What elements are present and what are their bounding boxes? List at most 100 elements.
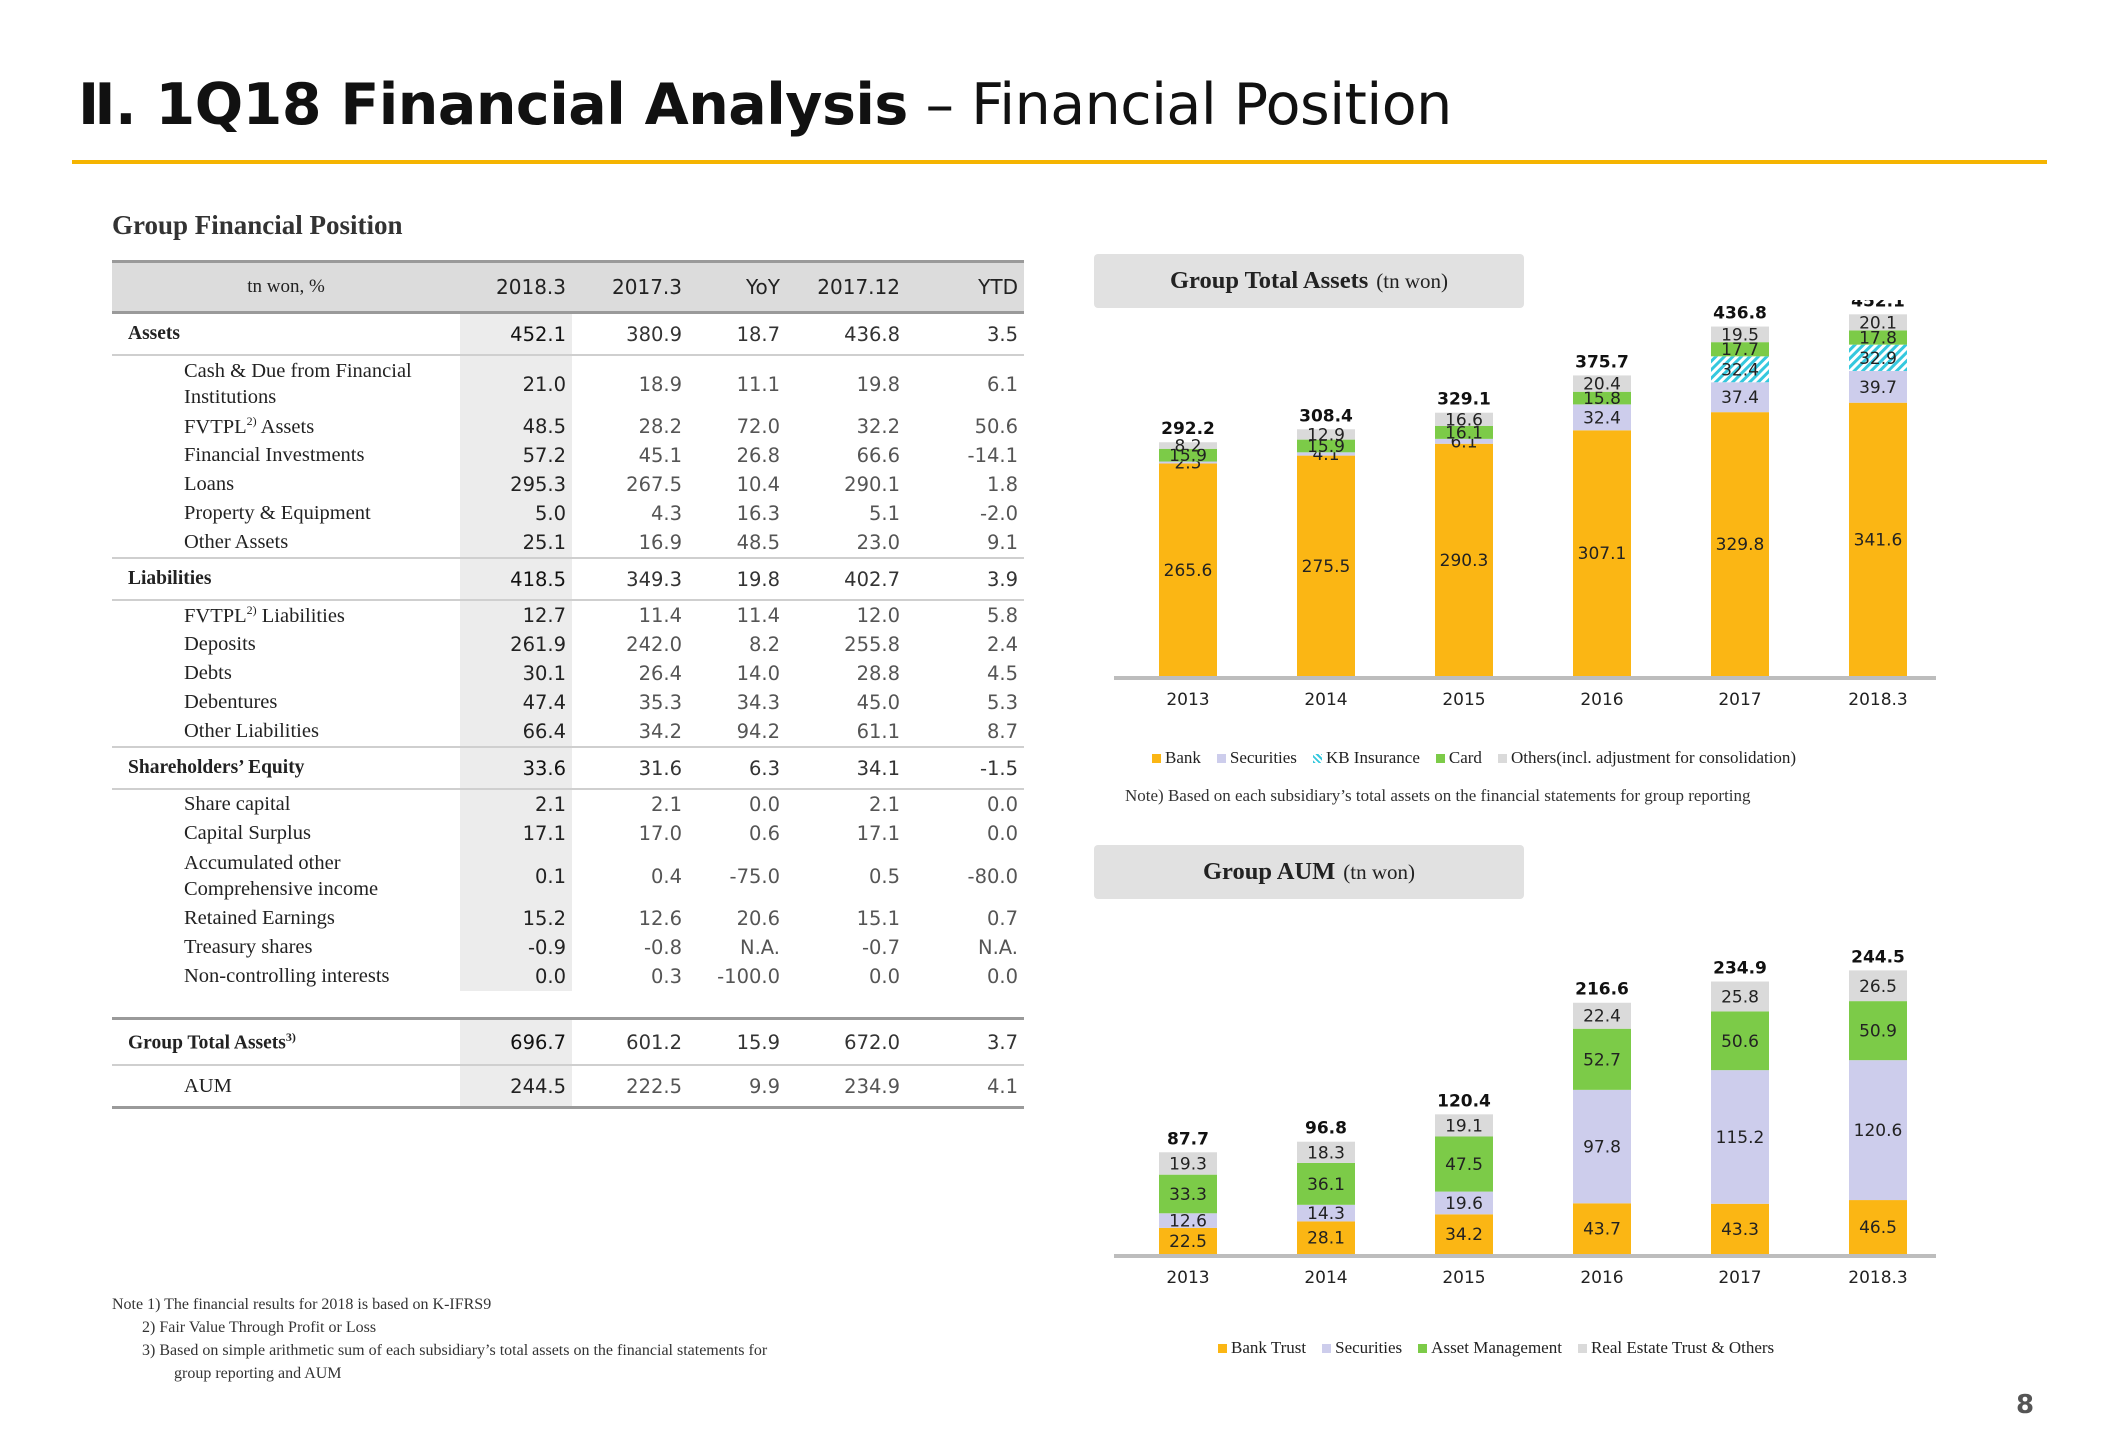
row-label: Property & Equipment: [112, 499, 460, 528]
total-label: 375.7: [1575, 352, 1629, 372]
table-cell: 9.1: [986, 531, 1018, 554]
legend-label: KB Insurance: [1325, 748, 1420, 767]
bar-segment: [1711, 1070, 1769, 1204]
legend-swatch: [1152, 753, 1161, 763]
table-cell: -2.0: [979, 502, 1018, 525]
row-label-line: Institutions: [184, 386, 277, 408]
table-cell: 234.9: [786, 1065, 906, 1109]
x-tick-label: 2013: [1166, 1268, 1209, 1288]
row-label-line: Comprehensive income: [184, 878, 379, 900]
data-label: 341.6: [1854, 530, 1903, 550]
column-header: YoY: [688, 260, 786, 314]
table-cell: 20.6: [736, 907, 780, 930]
row-label: Shareholders’ Equity: [112, 746, 460, 790]
bar-segment: [1159, 1152, 1217, 1175]
table-cell: 1.8: [986, 473, 1018, 496]
table-cell: 242.0: [626, 633, 682, 656]
data-label: 32.9: [1859, 349, 1897, 369]
table-row: FVTPL2) Liabilities 12.7 11.4 11.4 12.0 5.8: [112, 600, 1024, 630]
x-tick-label: 2016: [1580, 690, 1623, 710]
table-cell: 222.5: [572, 1065, 688, 1109]
bar-segment: [1711, 326, 1769, 343]
aum-legend: Bank Trust Securities Asset Management Real…: [1218, 1338, 1790, 1358]
table-cell: 30.1: [460, 659, 572, 688]
bar-segment: [1435, 412, 1493, 426]
table-cell: 290.1: [844, 473, 900, 496]
data-label: 265.6: [1164, 561, 1213, 581]
data-label: 25.8: [1721, 987, 1759, 1007]
column-header: 2017.3: [572, 260, 688, 314]
row-label: FVTPL2) Assets: [112, 412, 460, 441]
table-cell: 45.1: [638, 444, 682, 467]
row-label-text: Loans: [184, 473, 235, 495]
bar-segment: [1849, 1001, 1907, 1061]
legend-label: Card: [1448, 748, 1482, 767]
table-cell: 0.0: [986, 793, 1018, 816]
table-cell: 0.0: [460, 962, 572, 991]
table-cell: 50.6: [974, 415, 1018, 438]
legend-swatch: [1497, 753, 1507, 763]
table-cell: 11.1: [736, 372, 780, 396]
table-cell: 66.6: [856, 444, 900, 467]
bar-segment: [1297, 429, 1355, 440]
data-label: 20.1: [1859, 313, 1897, 333]
total-assets-legend: Bank Securities KB Insurance Card Others(inc…: [1152, 748, 1812, 768]
bar-segment: [1159, 1227, 1217, 1254]
table-cell: 16.9: [638, 531, 682, 554]
row-label-text: FVTPL: [184, 604, 247, 627]
data-label: 22.5: [1169, 1232, 1207, 1252]
bar-segment: [1297, 455, 1355, 676]
table-unit-header: tn won, %: [112, 260, 460, 314]
bar-segment: [1573, 404, 1631, 431]
table-cell: 26.8: [736, 444, 780, 467]
table-cell: 48.5: [736, 531, 780, 554]
legend-swatch: [1216, 753, 1226, 763]
bar-segment: [1849, 370, 1907, 403]
bar-segment: [1435, 426, 1493, 439]
total-label: 96.8: [1305, 1119, 1347, 1139]
column-header: 2017.12: [786, 260, 906, 314]
group-total-assets-chart: 265.62.515.98.2292.22013275.54.115.912.9…: [1114, 300, 1936, 710]
bar-segment: [1159, 1213, 1217, 1228]
x-tick-label: 2014: [1304, 1268, 1347, 1288]
table-cell: 3.5: [906, 311, 1024, 356]
row-label-text: Debts: [184, 662, 232, 684]
row-label-text: Treasury shares: [184, 936, 313, 958]
page-title-main: Ⅱ. 1Q18 Financial Analysis: [78, 72, 908, 138]
data-label: 19.6: [1445, 1194, 1483, 1214]
table-row: Liabilities 418.5 349.3 19.8 402.7 3.9: [112, 557, 1024, 601]
legend-swatch: [1322, 1343, 1332, 1353]
table-cell: 12.7: [460, 600, 572, 630]
total-assets-chart-title-text: Group Total Assets: [1169, 267, 1369, 294]
x-tick-label: 2013: [1166, 690, 1209, 710]
table-cell: 66.4: [460, 717, 572, 747]
total-label: 216.6: [1575, 980, 1629, 1000]
table-cell: -100.0: [717, 965, 780, 988]
bar-segment: [1573, 1203, 1631, 1254]
bar-segment: [1711, 981, 1769, 1012]
data-label: 18.3: [1307, 1143, 1345, 1163]
table-cell: 3.7: [906, 1017, 1024, 1066]
bar-segment: [1435, 1214, 1493, 1254]
legend-item: KB Insurance: [1312, 748, 1420, 768]
bar-segment: [1573, 430, 1631, 676]
data-label: 15.8: [1583, 389, 1621, 409]
data-label: 26.5: [1859, 977, 1897, 997]
table-cell: -0.7: [861, 936, 900, 959]
bar-segment: [1297, 1204, 1355, 1222]
table-cell: 47.4: [460, 688, 572, 717]
table-cell: 5.1: [868, 502, 900, 525]
table-row: Other Assets 25.1 16.9 48.5 23.0 9.1: [112, 528, 1024, 558]
data-label: 120.6: [1854, 1121, 1903, 1141]
bar-segment: [1159, 448, 1217, 462]
table-cell: 295.3: [460, 470, 572, 499]
total-assets-chart-title: Group Total Assets (tn won): [1094, 254, 1524, 308]
total-label: 452.1: [1851, 300, 1905, 311]
bar-segment: [1573, 1028, 1631, 1090]
footnote-1: Note 1) The financial results for 2018 i…: [112, 1296, 492, 1313]
footnote-2: 2) Fair Value Through Profit or Loss: [142, 1319, 377, 1336]
table-cell: 6.3: [688, 746, 786, 790]
table-cell: 32.2: [856, 415, 900, 438]
row-label-text: FVTPL: [184, 415, 247, 438]
row-label-text: Debentures: [184, 691, 278, 713]
